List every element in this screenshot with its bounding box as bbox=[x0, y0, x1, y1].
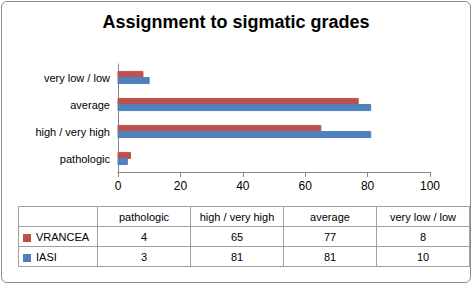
html-text:81: 81 bbox=[323, 250, 337, 263]
html-text:average: average bbox=[310, 210, 350, 223]
html-text:pathologic: pathologic bbox=[118, 210, 170, 223]
svg-text:20: 20 bbox=[174, 179, 188, 193]
svg-text:Assignment to sigmatic grades: Assignment to sigmatic grades bbox=[102, 12, 369, 32]
svg-text:60: 60 bbox=[299, 179, 313, 193]
html-text:high / very high: high / very high bbox=[199, 210, 275, 223]
svg-text:very low / low: very low / low bbox=[44, 72, 110, 84]
html-text:8: 8 bbox=[419, 230, 427, 243]
html-text:very low / low: very low / low bbox=[390, 210, 456, 223]
svg-text:high / very high: high / very high bbox=[35, 126, 110, 138]
svg-text:average: average bbox=[70, 99, 110, 111]
html-text:VRANCEA: VRANCEA bbox=[36, 230, 90, 243]
html-text:3: 3 bbox=[140, 250, 148, 263]
svg-text:pathologic: pathologic bbox=[60, 153, 111, 165]
html-text:65: 65 bbox=[230, 230, 244, 243]
html-text:10: 10 bbox=[416, 250, 430, 263]
svg-text:40: 40 bbox=[236, 179, 250, 193]
html-text:77: 77 bbox=[323, 230, 337, 243]
html-text:IASI: IASI bbox=[36, 250, 57, 263]
svg-text:100: 100 bbox=[420, 179, 440, 193]
svg-text:0: 0 bbox=[115, 179, 122, 193]
html-text:81: 81 bbox=[230, 250, 244, 263]
svg-text:80: 80 bbox=[361, 179, 375, 193]
html-text:4: 4 bbox=[140, 230, 148, 243]
